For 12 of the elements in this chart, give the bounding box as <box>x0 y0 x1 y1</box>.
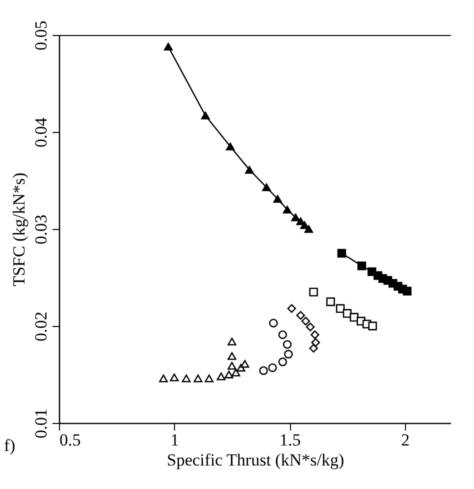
y-tick-label: 0.01 <box>32 408 50 438</box>
x-axis-title: Specific Thrust (kN*s/kg) <box>166 450 344 470</box>
y-tick-label: 0.04 <box>32 117 50 148</box>
x-tick-label: 0.5 <box>60 430 81 450</box>
y-tick-label: 0.03 <box>32 214 50 244</box>
y-tick-label: 0.05 <box>32 20 50 50</box>
x-tick-label: 1 <box>170 430 180 450</box>
x-tick-label: 1.5 <box>279 430 301 450</box>
y-tick-label: 0.02 <box>32 312 50 342</box>
text: f) <box>4 436 16 456</box>
y-axis-title: TSFC (kg/kN*s) <box>10 172 28 286</box>
x-tick-label: 2 <box>401 430 410 450</box>
